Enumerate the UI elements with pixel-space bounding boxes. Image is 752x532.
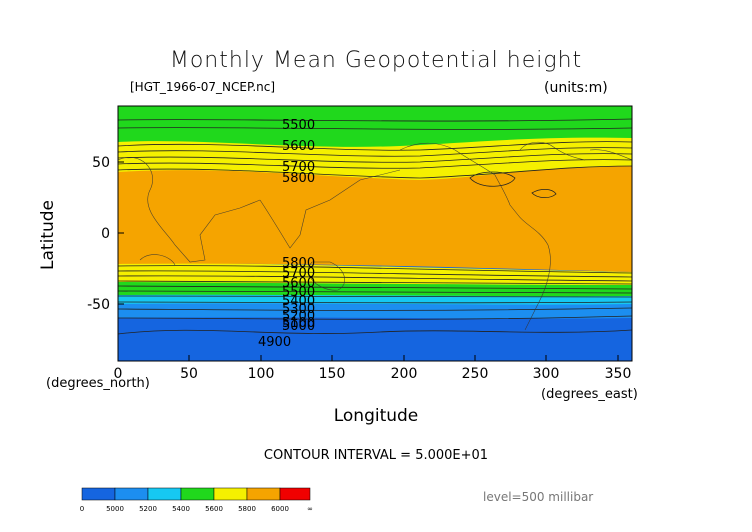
contour-label: 5800 [282,171,315,186]
contour-label: 5600 [282,276,315,291]
colorbar-swatch [147,487,182,501]
contour-label: 5500 [282,118,315,133]
tick-marks [117,161,619,361]
colorbar-label: 0 [79,505,85,513]
colorbar-swatch [246,487,281,501]
colorbar-swatch [81,487,116,501]
contour-label: 5800 [282,256,315,271]
x-tick-label: 250 [462,366,489,382]
y-tick-labels: 50 0 -50 [87,155,110,313]
map-area [118,106,632,361]
y-tick-label: 50 [92,155,110,171]
file-label: [HGT_1966-07_NCEP.nc] [130,80,276,94]
x-axis-label: Longitude [333,406,419,426]
x-unit-label: (degrees_east) [541,387,638,402]
contour-label: 5100 [282,316,315,331]
colorbar-label: 5000 [106,505,124,513]
coastlines [118,141,632,331]
contour-label: 4900 [258,335,291,350]
colorbar-label: 5400 [172,505,190,513]
x-tick-labels: 0 50 100 150 200 250 300 350 [114,366,632,382]
contour-label-group: 5500 5600 5700 5800 5800 5700 5600 5500 … [258,118,315,350]
chart-title: Monthly Mean Geopotential height [169,48,583,73]
x-tick-label: 300 [533,366,560,382]
colorbar-label: ∞ [307,505,313,513]
units-label: (units:m) [544,80,608,96]
level-text: level=500 millibar [483,490,594,504]
x-tick-label: 200 [391,366,418,382]
contour-interval-text: CONTOUR INTERVAL = 5.000E+01 [263,448,489,463]
contour-label: 5700 [282,160,315,175]
colorbar [81,487,311,501]
x-tick-label: 150 [319,366,346,382]
contour-label: 5700 [282,266,315,281]
colorbar-swatch [279,487,311,501]
x-tick-label: 350 [605,366,632,382]
colorbar-label: 5800 [238,505,256,513]
contour-label: 5600 [282,139,315,154]
band-5800 [118,166,632,272]
contour-label: 5000 [282,319,315,334]
x-tick-label: 50 [180,366,198,382]
contour-label: 5400 [282,294,315,309]
band-5600-north [118,137,632,180]
x-tick-label: 0 [114,366,123,382]
y-tick-label: 0 [101,226,110,242]
contour-label: 5200 [282,309,315,324]
contour-label: 5500 [282,285,315,300]
contour-label: 5300 [282,302,315,317]
colorbar-label: 6000 [271,505,289,513]
y-unit-label: (degrees_north) [46,376,150,391]
colorbar-swatch [114,487,149,501]
colorbar-label: 5200 [139,505,157,513]
y-tick-label: -50 [87,297,110,313]
colorbar-swatch [180,487,215,501]
colorbar-label: 5600 [205,505,223,513]
contour-lines [118,118,632,335]
colorbar-swatch [213,487,248,501]
x-tick-label: 100 [248,366,275,382]
y-axis-label: Latitude [38,200,58,270]
